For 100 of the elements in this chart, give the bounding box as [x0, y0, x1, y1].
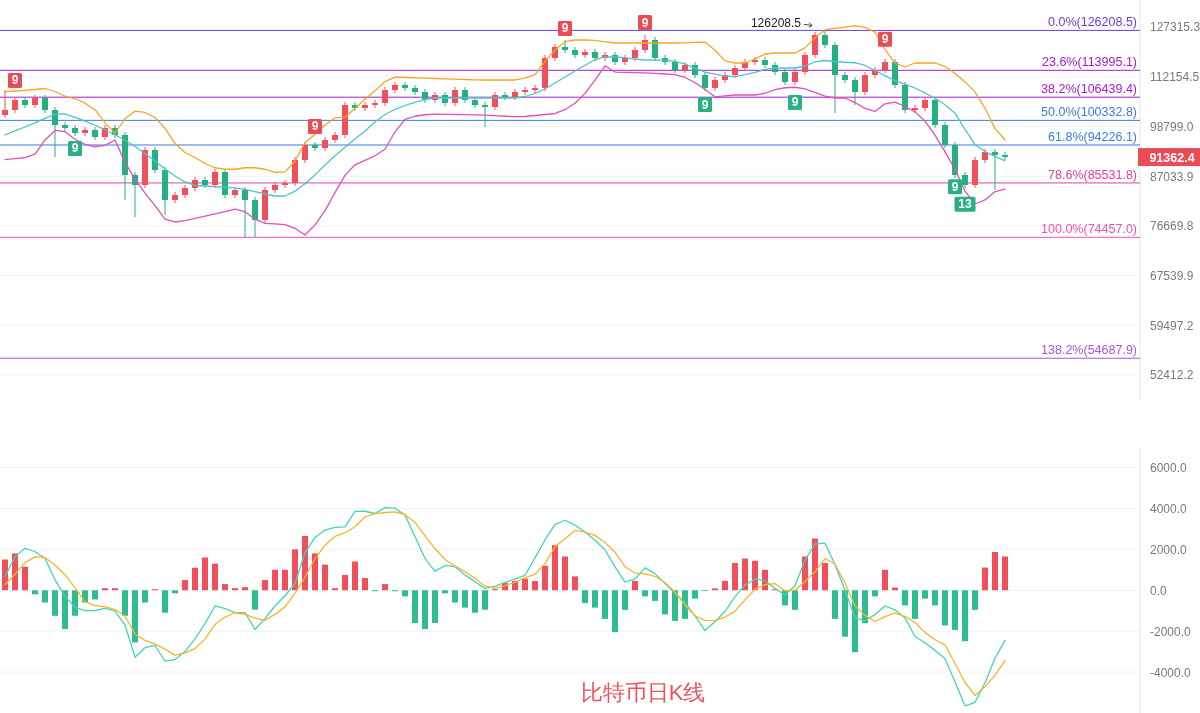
candlestick [812, 31, 818, 59]
bar [92, 590, 98, 600]
series-label: 9 [11, 73, 19, 88]
candlestick [332, 131, 338, 144]
candlestick [252, 196, 258, 238]
ref-line-label: 38.2%(106439.4) [1041, 82, 1137, 97]
bar [752, 560, 758, 591]
bar [222, 584, 228, 591]
candlestick [842, 71, 848, 84]
bar [642, 590, 648, 597]
candlestick [362, 101, 368, 112]
candlestick [532, 84, 538, 94]
ref-line-label: 61.8%(94226.1) [1048, 129, 1137, 144]
bar [52, 590, 58, 616]
bar [112, 588, 118, 591]
bar [1002, 556, 1008, 591]
bar [62, 590, 68, 630]
candlestick [482, 101, 488, 128]
candlestick [82, 126, 88, 137]
candlestick [852, 76, 858, 106]
text: 9 [791, 95, 799, 110]
bar [162, 590, 168, 613]
bar [632, 580, 638, 591]
bar [622, 590, 628, 610]
candlestick [1002, 151, 1008, 161]
text: 9 [951, 179, 959, 194]
y-tick-label: 112154.5 [1150, 70, 1200, 85]
bar [602, 590, 608, 619]
y-tick-label: 52412.2 [1150, 368, 1194, 383]
annotation: 126208.5 [750, 16, 802, 31]
ref-line-label: 78.6%(85531.8) [1048, 167, 1137, 182]
bar [232, 588, 238, 591]
candlestick [182, 184, 188, 199]
bar [32, 590, 38, 595]
candlestick [32, 94, 38, 109]
ref-line-label: 50.0%(100332.8) [1041, 105, 1137, 120]
bar [972, 590, 978, 610]
candlestick [992, 148, 998, 191]
series-label: 9 [71, 141, 79, 156]
bar [912, 590, 918, 619]
bar [322, 564, 328, 591]
line-series [4, 65, 1006, 236]
candlestick [312, 141, 318, 152]
bar [422, 590, 428, 630]
candlestick [522, 86, 528, 96]
y-tick-label: 0.0 [1150, 583, 1168, 598]
bar [852, 590, 858, 653]
bar [612, 590, 618, 633]
bar [672, 590, 678, 621]
y-tick-label: -4000.0 [1150, 665, 1192, 680]
candlestick [622, 54, 628, 66]
bar [542, 565, 548, 591]
bar [442, 590, 448, 594]
bar [132, 590, 138, 643]
bar [822, 563, 828, 591]
bar [462, 590, 468, 608]
bar [142, 590, 148, 603]
candlestick [212, 168, 218, 189]
bar [272, 569, 278, 591]
bar [562, 556, 568, 591]
bar [582, 590, 588, 604]
candlestick [372, 99, 378, 109]
bar [832, 590, 838, 619]
bar [192, 567, 198, 591]
bar [742, 558, 748, 591]
y-tick-label: 98799.0 [1150, 119, 1194, 134]
bar [882, 569, 888, 591]
bar [552, 545, 558, 591]
candlestick [752, 56, 758, 66]
y-tick-label: 2000.0 [1150, 542, 1188, 557]
bar [242, 587, 248, 591]
bar [182, 580, 188, 591]
y-tick-label: 4000.0 [1150, 501, 1188, 516]
bar [572, 576, 578, 591]
bar [202, 557, 208, 591]
bar [262, 580, 268, 591]
bar [352, 561, 358, 591]
bar [102, 588, 108, 591]
candlestick [402, 81, 408, 92]
bar [412, 590, 418, 623]
bar [172, 590, 178, 594]
ref-line-label: 138.2%(54687.9) [1041, 343, 1137, 358]
candlestick [862, 71, 868, 96]
y-tick-label: 67539.9 [1150, 269, 1194, 284]
y-tick-label: 59497.2 [1150, 318, 1194, 333]
text: 9 [641, 15, 649, 30]
candlestick [302, 141, 308, 164]
bar [692, 590, 698, 599]
text: 9 [881, 32, 889, 47]
ref-line-label: 23.6%(113995.1) [1042, 55, 1137, 70]
bar [722, 580, 728, 591]
candlestick [892, 58, 898, 89]
candlestick [152, 146, 158, 174]
y-tick-label: 127315.3 [1150, 20, 1200, 35]
bar [472, 590, 478, 613]
candlestick [62, 121, 68, 132]
candlestick [292, 156, 298, 187]
candlestick [22, 96, 28, 109]
candlestick [412, 84, 418, 96]
bar [532, 581, 538, 591]
